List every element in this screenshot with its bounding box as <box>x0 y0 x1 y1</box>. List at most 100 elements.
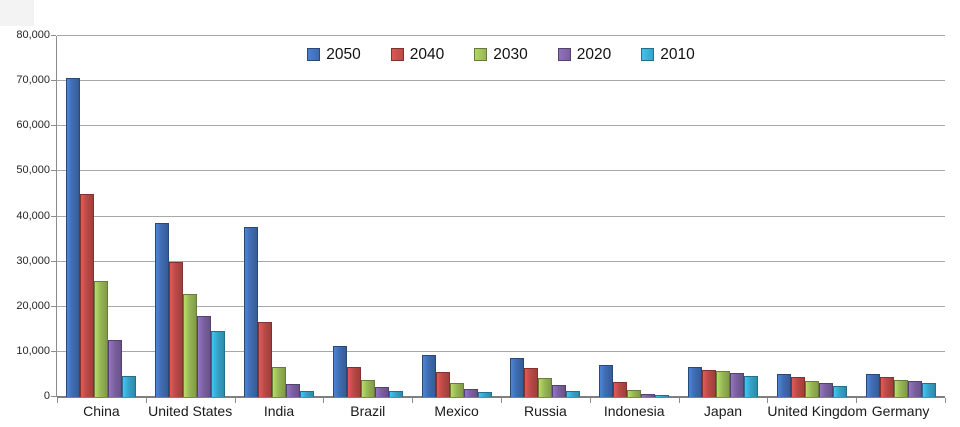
bar-2010-japan <box>743 376 758 397</box>
legend-item-2030: 2030 <box>474 46 528 63</box>
x-axis-tick <box>589 398 591 403</box>
x-axis-category-label: Mexico <box>434 403 479 419</box>
x-axis-tick <box>678 398 680 403</box>
x-axis-tick <box>145 398 147 403</box>
legend-swatch-2010 <box>641 48 655 62</box>
bar-2040-indonesia <box>613 382 628 397</box>
legend-swatch-2030 <box>474 48 488 62</box>
bar-2040-india <box>257 322 272 397</box>
y-axis-line <box>56 36 57 397</box>
y-axis-tick-label: 80,000 <box>16 29 50 41</box>
bar-2040-brazil <box>346 367 361 397</box>
bar-2010-china <box>122 376 137 397</box>
x-axis-tick <box>501 398 502 403</box>
bar-group-united-kingdom <box>767 36 856 397</box>
bar-2030-united-kingdom <box>804 381 819 397</box>
y-axis-tick-label: 50,000 <box>16 164 50 177</box>
bar-2030-brazil <box>360 380 375 397</box>
bar-group-mexico <box>412 36 501 397</box>
bar-2030-indonesia <box>627 390 642 397</box>
bar-2040-germany <box>879 377 894 397</box>
bar-2030-china <box>94 281 109 397</box>
bar-group-brazil <box>323 36 412 397</box>
y-axis-tick-label: 10,000 <box>16 344 50 357</box>
bar-2030-mexico <box>449 383 464 397</box>
x-axis-tick <box>767 398 769 403</box>
bar-2030-russia <box>538 378 553 397</box>
y-axis-tick <box>51 215 56 217</box>
bar-2050-mexico <box>421 355 436 397</box>
x-axis-tick <box>412 398 414 403</box>
bar-2010-brazil <box>388 391 403 397</box>
x-axis-tick <box>57 398 58 403</box>
bar-2020-indonesia <box>641 394 656 397</box>
legend-swatch-2020 <box>557 48 571 62</box>
legend-item-2020: 2020 <box>557 47 611 63</box>
x-axis-category-label: Germany <box>871 403 930 419</box>
y-axis-tick <box>51 35 56 36</box>
x-axis-tick <box>234 398 236 403</box>
bar-group-indonesia <box>590 36 679 397</box>
bar-group-united-states <box>146 36 235 397</box>
x-axis-category-label: Brazil <box>350 403 386 419</box>
bar-2030-united-states <box>183 294 198 397</box>
x-axis-line <box>57 396 945 398</box>
y-axis-tick <box>51 305 56 307</box>
y-axis-tick-label: 30,000 <box>16 254 50 267</box>
y-axis-tick <box>51 260 56 262</box>
legend-item-2040: 2040 <box>390 46 445 63</box>
y-axis-tick <box>51 350 56 352</box>
chart-legend: 2050 2040 2030 2020 2010 <box>57 47 945 63</box>
bar-2040-china <box>80 194 95 397</box>
bar-2020-united-kingdom <box>818 383 833 397</box>
bar-2010-russia <box>566 391 581 397</box>
gridline <box>57 305 945 307</box>
bar-2030-germany <box>893 380 908 397</box>
bar-2050-indonesia <box>599 365 614 397</box>
bar-2010-united-states <box>211 331 226 397</box>
bar-2020-russia <box>552 385 567 397</box>
bar-2010-indonesia <box>655 395 670 397</box>
bar-2040-russia <box>524 368 539 397</box>
bar-2040-united-kingdom <box>790 377 805 397</box>
bar-2010-germany <box>921 383 936 397</box>
bar-2050-germany <box>865 374 880 397</box>
x-axis-tick <box>856 398 858 403</box>
bar-group-india <box>235 36 324 397</box>
gridline <box>57 80 945 82</box>
bar-2040-mexico <box>435 372 450 397</box>
bar-2010-mexico <box>477 392 492 397</box>
bar-2020-united-states <box>197 316 212 397</box>
bar-2050-united-kingdom <box>776 374 791 397</box>
y-axis-tick <box>51 170 56 172</box>
bar-2020-china <box>108 340 123 397</box>
bar-2030-india <box>271 367 286 397</box>
bar-2050-india <box>243 227 258 397</box>
gridline <box>57 215 945 217</box>
bar-group-japan <box>679 36 768 397</box>
bar-2040-japan <box>701 370 716 397</box>
legend-swatch-2050 <box>307 48 321 62</box>
legend-label: 2040 <box>409 46 445 63</box>
x-axis-category-label: United Kingdom <box>767 403 868 419</box>
x-axis-category-label: Japan <box>703 403 743 419</box>
x-axis-tick <box>945 398 946 403</box>
y-axis-tick <box>51 125 56 127</box>
gridline <box>57 35 945 36</box>
y-axis-tick <box>51 80 56 82</box>
gridline <box>57 260 945 262</box>
legend-label: 2030 <box>493 46 528 63</box>
bar-group-russia <box>501 36 590 397</box>
bar-2020-india <box>285 384 300 397</box>
legend-label: 2050 <box>326 46 361 63</box>
bar-2020-brazil <box>374 387 389 397</box>
bar-2050-russia <box>510 358 525 397</box>
gridline <box>57 170 945 172</box>
bar-2050-brazil <box>332 346 347 397</box>
y-axis-tick-label: 60,000 <box>16 119 50 132</box>
legend-label: 2010 <box>660 46 695 63</box>
plot-area <box>51 35 946 403</box>
bar-group-germany <box>856 36 945 397</box>
x-axis-category-label: Indonesia <box>603 403 665 419</box>
